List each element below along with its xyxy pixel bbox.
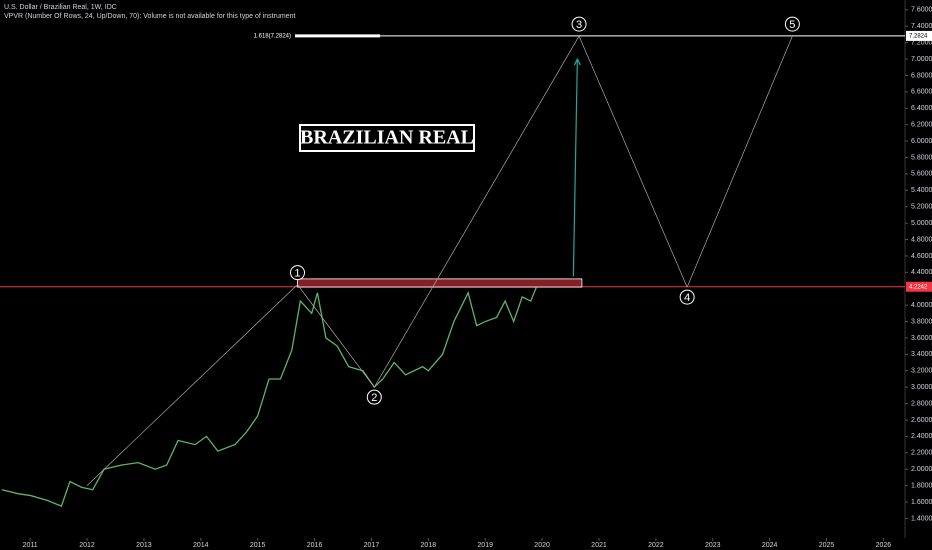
wave-marker [366,389,382,405]
wave-line [578,35,688,288]
y-tick-label: 6.4000 [911,105,932,112]
y-tick-label: 2.6000 [911,417,932,424]
title-box [299,124,475,152]
y-tick-label: 2.4000 [911,433,932,440]
y-tick-label: 5.2000 [911,204,932,211]
x-tick-label: 2019 [477,542,493,549]
x-tick-label: 2026 [876,542,892,549]
y-tick-label: 1.4000 [911,515,932,522]
x-tick-label: 2021 [591,542,607,549]
y-tick-label: 6.6000 [911,89,932,96]
price-line [1,286,538,507]
wave-line [373,35,580,388]
y-tick-label: 3.0000 [911,384,932,391]
x-tick-label: 2015 [250,542,266,549]
x-tick-label: 2024 [762,542,778,549]
arrow-head [573,57,581,66]
x-tick-label: 2018 [421,542,437,549]
y-tick-label: 5.4000 [911,187,932,194]
y-tick-label: 4.8000 [911,236,932,243]
x-tick-label: 2023 [705,542,721,549]
y-tick-label: 4.6000 [911,253,932,260]
price-badge [906,30,932,41]
y-tick-label: 3.2000 [911,368,932,375]
arrow-shaft [572,59,578,277]
price-badge [906,281,932,292]
x-tick-label: 2014 [193,542,209,549]
y-tick-label: 3.8000 [911,318,932,325]
y-tick-label: 2.0000 [911,466,932,473]
x-tick-label: 2011 [23,542,38,549]
y-tick-label: 6.2000 [911,122,932,129]
x-tick-label: 2016 [307,542,323,549]
wave-marker [571,16,587,32]
x-tick-label: 2017 [364,542,380,549]
x-tick-label: 2025 [819,542,835,549]
y-tick-label: 3.6000 [911,335,932,342]
y-tick-label: 5.8000 [911,154,932,161]
wave-label: 2 [371,392,377,404]
x-tick-label: 2022 [648,542,664,549]
wave-label: 3 [576,19,582,31]
symbol-title: U.S. Dollar / Brazilian Real, 1W, IDC [4,4,117,11]
x-tick-label: 2012 [79,542,95,549]
y-tick-label: 7.6000 [911,7,932,14]
y-tick-label: 2.8000 [911,400,932,407]
y-tick-label: 1.6000 [911,499,932,506]
trend-line [86,284,298,486]
y-tick-label: 1.8000 [911,482,932,489]
y-tick-label: 5.6000 [911,171,932,178]
indicator-text: VPVR (Number Of Rows, 24, Up/Down, 70): … [4,13,295,20]
y-tick-label: 7.4000 [911,23,932,30]
wave-marker [679,289,695,305]
fib-label: 1.618(7.2824) [254,33,291,39]
x-tick-label: 2020 [534,542,550,549]
wave-label: 4 [684,292,690,304]
y-tick-label: 7.0000 [911,56,932,63]
wave-marker [784,16,800,32]
y-tick-label: 6.8000 [911,72,932,79]
resistance-box [297,278,583,288]
price-badge-label: 4.2242 [909,284,928,290]
y-tick-label: 2.2000 [911,450,932,457]
y-tick-label: 6.0000 [911,138,932,145]
wave-marker [289,265,305,281]
wave-line [297,284,375,388]
chart-title: BRAZILIAN REAL [300,127,474,149]
y-tick-label: 4.4000 [911,269,932,276]
y-tick-label: 3.4000 [911,351,932,358]
wave-label: 5 [789,19,795,31]
wave-label: 1 [294,268,300,280]
y-tick-label: 7.2000 [911,39,932,46]
wave-line [686,35,793,288]
y-tick-label: 4.0000 [911,302,932,309]
x-tick-label: 2013 [136,542,152,549]
price-badge-label: 7.2824 [909,33,928,39]
y-tick-label: 5.0000 [911,220,932,227]
